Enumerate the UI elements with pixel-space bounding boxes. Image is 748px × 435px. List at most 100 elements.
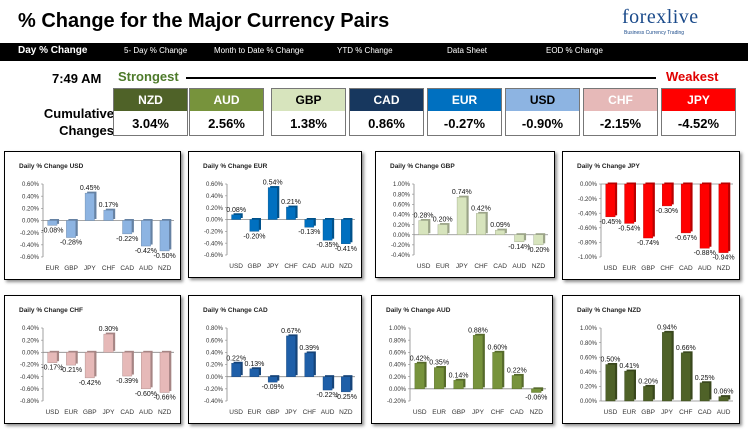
nav-bar: Day % Change 5- Day % Change Month to Da…: [0, 43, 748, 61]
y-tick-label: 0.00%: [22, 351, 40, 357]
x-tick-label: CAD: [120, 265, 134, 272]
bar-eur: [434, 367, 445, 390]
x-tick-label: NZD: [339, 263, 353, 270]
bar-nzd: [159, 220, 170, 252]
chart-title: Daily % Change USD: [19, 163, 84, 170]
y-tick-label: -0.60%: [204, 253, 224, 259]
data-label: -0.25%: [335, 394, 357, 401]
y-tick-label: 0.60%: [22, 182, 40, 188]
data-label: -0.17%: [41, 365, 63, 372]
x-tick-label: JPY: [267, 263, 280, 270]
page-title: % Change for the Major Currency Pairs: [18, 10, 390, 32]
x-tick-label: NZD: [158, 409, 172, 416]
chart-title: Daily % Change EUR: [203, 163, 268, 170]
nav-data-sheet[interactable]: Data Sheet: [447, 46, 488, 55]
x-tick-label: USD: [229, 409, 243, 416]
bar-chf: [286, 206, 296, 220]
y-tick-label: 0.20%: [22, 338, 40, 344]
bar-gbp: [66, 220, 76, 238]
x-tick-label: USD: [417, 263, 431, 270]
x-tick-label: JPY: [472, 409, 485, 416]
cumulative-label-line2: Changes: [59, 123, 114, 138]
x-tick-label: AUD: [321, 263, 335, 270]
data-label: 0.35%: [429, 360, 449, 367]
x-tick-label: USD: [604, 409, 618, 416]
chart-aud: Daily % Change AUD 1.00% 0.80% 0.60% 0.40% 0.…: [371, 295, 553, 424]
y-tick-label: -0.40%: [204, 399, 224, 405]
tile-gbp: GBP 1.38%: [271, 88, 346, 136]
y-tick-label: -0.40%: [578, 211, 598, 217]
bar-aud: [718, 396, 729, 402]
y-tick-label: 0.20%: [22, 207, 40, 213]
tile-currency: JPY: [662, 89, 735, 111]
y-tick-label: 0.40%: [206, 194, 224, 200]
x-tick-label: AUD: [512, 263, 526, 270]
x-tick-label: CHF: [102, 265, 115, 272]
data-label: 0.88%: [468, 327, 488, 334]
x-tick-label: CHF: [660, 265, 673, 272]
tile-value: -4.52%: [677, 116, 720, 131]
data-label: 0.74%: [452, 189, 472, 196]
data-label: 0.45%: [80, 185, 100, 192]
y-tick-label: -0.20%: [20, 231, 40, 237]
x-tick-label: GBP: [641, 409, 655, 416]
data-label: -0.09%: [262, 384, 284, 391]
x-tick-label: CAD: [120, 409, 134, 416]
bar-gbp: [643, 183, 654, 239]
y-tick-label: 0.20%: [206, 363, 224, 369]
x-tick-label: AUD: [139, 265, 153, 272]
data-label: -0.14%: [508, 244, 530, 251]
x-tick-label: NZD: [717, 265, 731, 272]
x-tick-label: AUD: [321, 409, 335, 416]
data-label: -0.66%: [154, 394, 176, 401]
data-label: -0.41%: [335, 246, 357, 253]
data-label: 0.25%: [695, 375, 715, 382]
nav-5day-change[interactable]: 5- Day % Change: [124, 46, 188, 55]
y-tick-label: 1.00%: [580, 326, 598, 332]
x-tick-label: GBP: [452, 409, 466, 416]
logo-wordmark: forexlive: [622, 6, 699, 28]
strongest-label: Strongest: [118, 69, 179, 84]
tile-currency: USD: [506, 89, 579, 111]
nav-ytd-change[interactable]: YTD % Change: [337, 46, 393, 55]
y-tick-label: 0.40%: [393, 213, 411, 219]
bar-nzd: [533, 234, 544, 246]
bar-usd: [605, 183, 616, 218]
data-label: -0.67%: [675, 235, 697, 242]
data-label: -0.88%: [694, 250, 716, 257]
y-tick-label: 0.60%: [206, 338, 224, 344]
nav-day-change[interactable]: Day % Change: [18, 45, 88, 56]
bar-gbp: [643, 386, 654, 402]
nav-eod-change[interactable]: EOD % Change: [546, 46, 603, 55]
data-label: -0.13%: [298, 229, 320, 236]
bar-usd: [231, 363, 241, 377]
x-tick-label: GBP: [641, 265, 655, 272]
data-label: 0.39%: [299, 345, 319, 352]
data-label: 0.30%: [99, 326, 119, 333]
x-tick-label: CHF: [284, 263, 297, 270]
tile-currency: NZD: [114, 89, 187, 111]
bar-cad: [122, 220, 133, 235]
cumulative-label-line1: Cumulative: [43, 106, 114, 121]
data-label: 0.09%: [490, 222, 510, 229]
x-tick-label: JPY: [84, 265, 97, 272]
data-label: 0.14%: [449, 372, 469, 379]
nav-mtd-change[interactable]: Month to Date % Change: [214, 46, 304, 55]
data-label: 0.20%: [638, 378, 658, 385]
chart-title: Daily % Change CHF: [19, 307, 83, 314]
bar-aud: [141, 220, 151, 247]
tile-chf: CHF -2.15%: [583, 88, 658, 136]
y-tick-label: -0.40%: [391, 253, 411, 259]
x-tick-label: NZD: [532, 263, 546, 270]
data-label: 0.06%: [714, 389, 734, 396]
weakest-label: Weakest: [666, 69, 719, 84]
data-label: -0.21%: [60, 367, 82, 374]
bar-aud: [322, 219, 333, 241]
data-label: 0.22%: [507, 367, 527, 374]
bar-chf: [492, 352, 503, 390]
data-label: 0.67%: [281, 328, 301, 335]
chart-title: Daily % Change GBP: [390, 163, 455, 170]
y-tick-label: 0.20%: [580, 385, 598, 391]
x-tick-label: CAD: [302, 263, 316, 270]
y-tick-label: 0.00%: [206, 375, 224, 381]
